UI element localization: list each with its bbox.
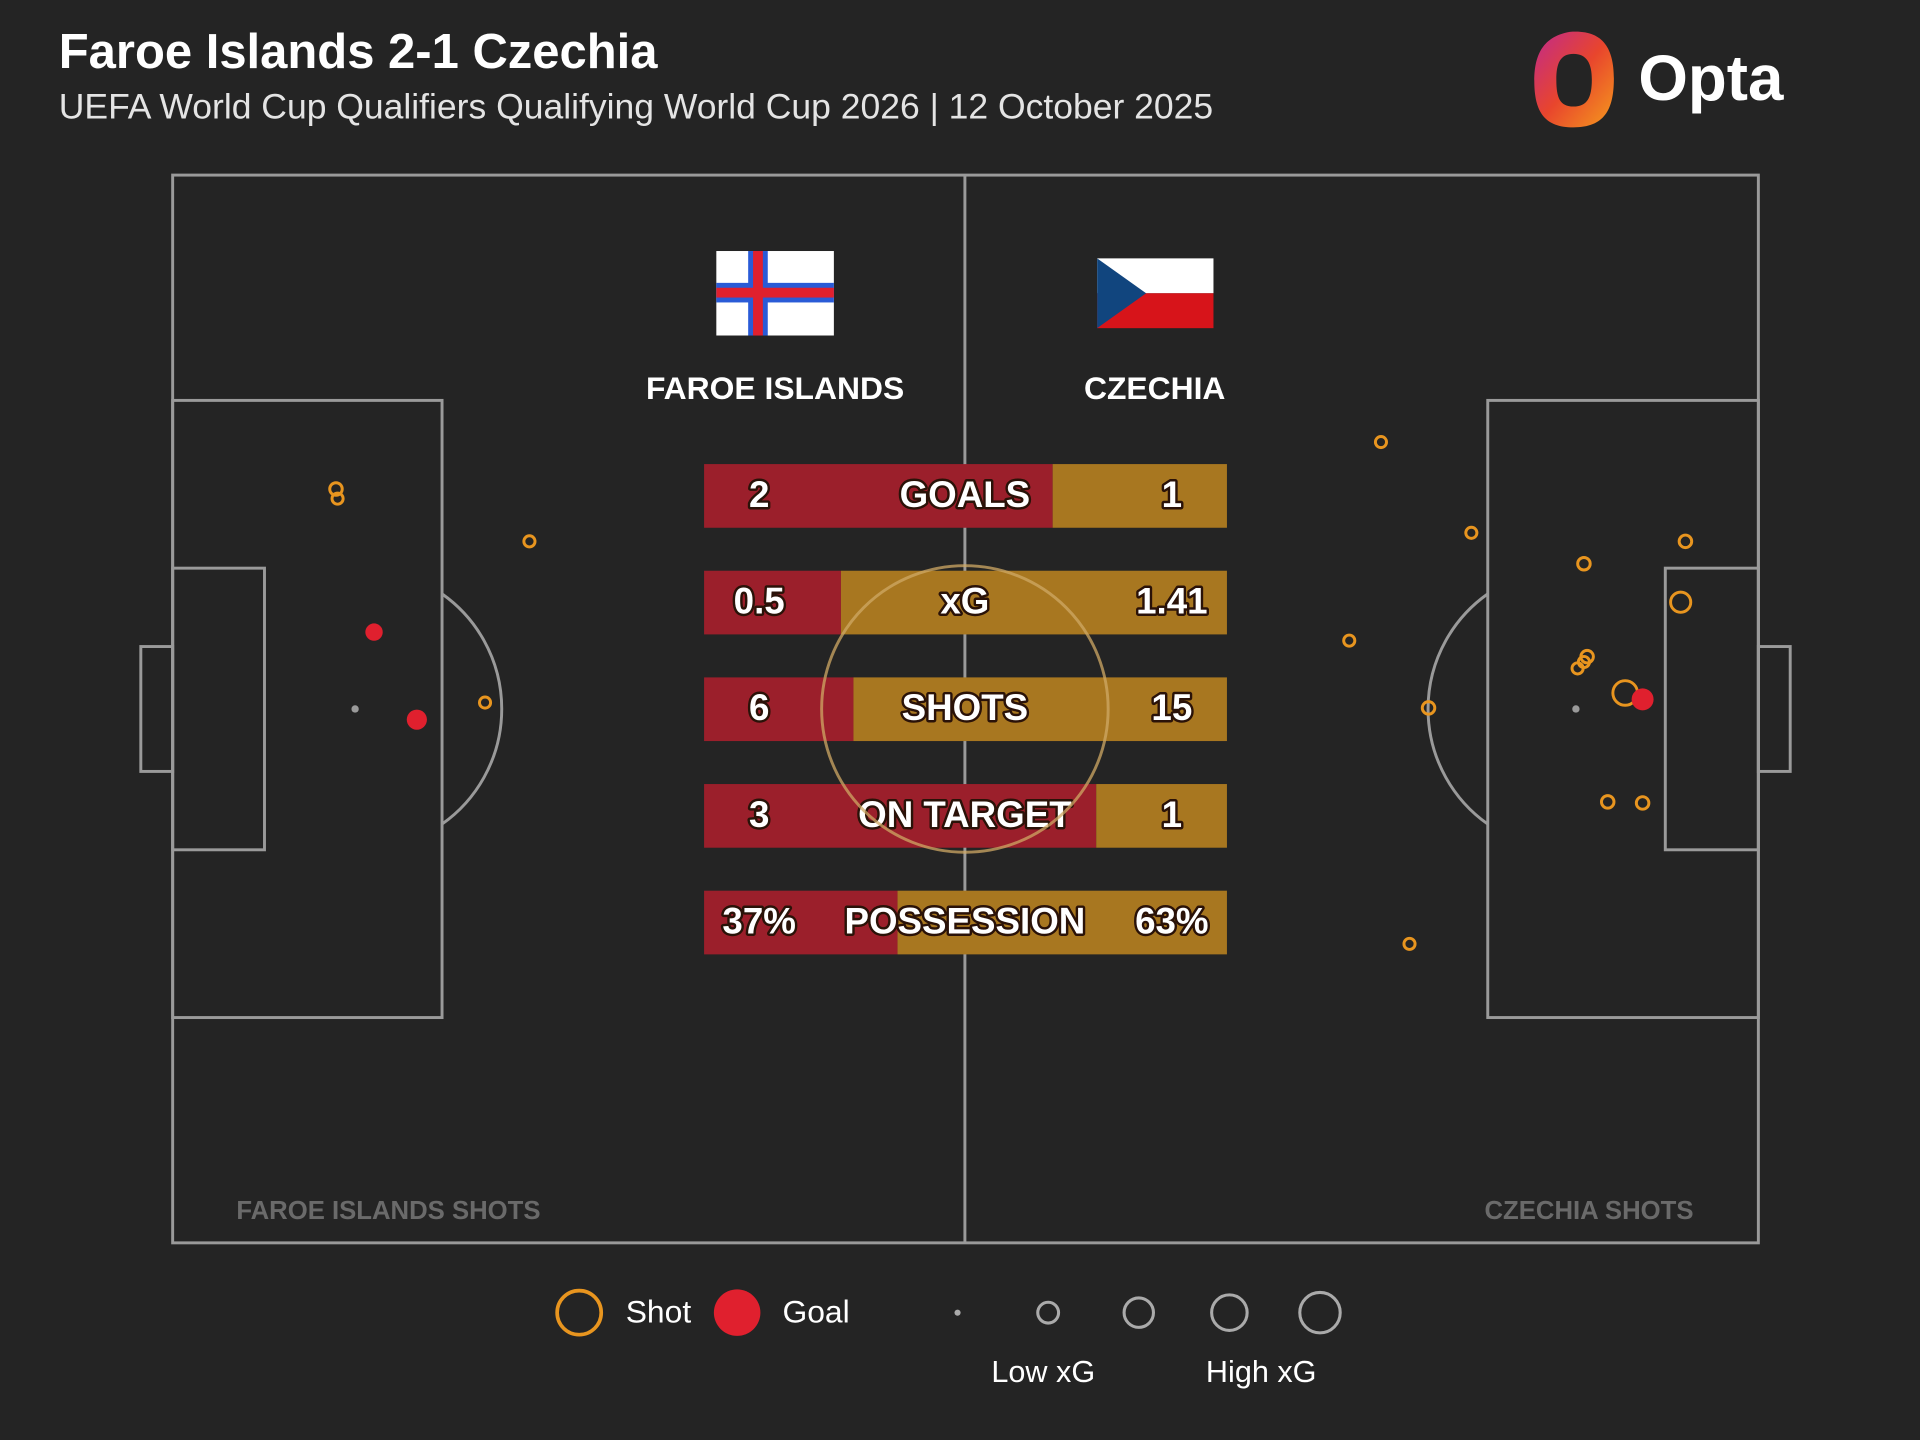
center-circle (820, 564, 1110, 854)
title: Faroe Islands 2-1 Czechia (59, 25, 659, 79)
stat-away-value: 1 (1162, 474, 1182, 515)
shot (330, 491, 345, 506)
shot (328, 481, 344, 497)
away-team: CZECHIA (1084, 370, 1225, 406)
stat-label: xG (940, 580, 989, 621)
stat-away-value: 1.41 (1136, 580, 1207, 621)
stat-away-value: 63% (1135, 900, 1209, 941)
stat-label: POSSESSION (844, 900, 1085, 941)
goal (406, 709, 427, 730)
home-team: FAROE ISLANDS (646, 370, 904, 406)
opta-logo: Opta (1534, 31, 1784, 128)
subtitle: UEFA World Cup Qualifiers Qualifying Wor… (59, 86, 1213, 126)
stat-label: SHOTS (902, 687, 1029, 728)
brand: Opta (1638, 43, 1784, 114)
shot (1420, 700, 1437, 716)
shot (1570, 661, 1585, 676)
goal (1631, 688, 1654, 711)
czech-flag (1097, 258, 1214, 329)
stat-home-value: 0.5 (734, 580, 785, 621)
stat-bar-home (704, 677, 854, 742)
legend-shot-symbol (555, 1288, 604, 1337)
shots (328, 435, 1694, 951)
stat-bar-home (704, 570, 841, 635)
shot (1634, 795, 1651, 811)
shot (1599, 794, 1616, 810)
goal (365, 623, 383, 641)
stat-bar-away (897, 890, 1227, 955)
shot (1373, 435, 1389, 450)
shot (1464, 525, 1479, 540)
shot (1342, 633, 1357, 648)
stat-label: GOALS (900, 474, 1031, 515)
pitch (139, 173, 1792, 1245)
stat-away-value: 1 (1162, 794, 1182, 835)
legend-goal-symbol (713, 1289, 761, 1336)
stat-home-value: 37% (722, 900, 796, 941)
stat-home-value: 2 (749, 474, 769, 515)
legend-shot: Shot (626, 1293, 692, 1329)
shot (478, 695, 493, 710)
legend-low-xg: Low xG (991, 1355, 1095, 1389)
stat-bar-away (1052, 464, 1227, 528)
stat-bar-away (1096, 784, 1227, 848)
home-shots-label: FAROE ISLANDS SHOTS (236, 1197, 540, 1225)
stat-away-value: 15 (1151, 687, 1192, 728)
faroe-flag (716, 251, 834, 336)
shot (1576, 556, 1592, 572)
shot (522, 534, 537, 549)
shot (1402, 936, 1417, 951)
legend-goal: Goal (782, 1293, 849, 1329)
stats: 2 GOALS 1 0.5 xG 1.41 6 SHOTS 15 3 ON TARGET 1 37% PO… (704, 464, 1227, 955)
away-shots-label: CZECHIA SHOTS (1485, 1197, 1694, 1225)
stat-home-value: 6 (749, 687, 769, 728)
shot (1669, 590, 1693, 614)
stat-bar-home (704, 890, 898, 955)
stat-label: ON TARGET (858, 794, 1072, 835)
legend-high-xg: High xG (1206, 1355, 1317, 1389)
shot (1677, 533, 1694, 550)
stat-bar-home (704, 464, 1053, 528)
stat-bar-away (840, 570, 1227, 635)
legend: Shot Goal Low xG High xG (555, 1288, 1342, 1389)
stat-bar-away (853, 677, 1227, 742)
stat-home-value: 3 (749, 794, 769, 835)
